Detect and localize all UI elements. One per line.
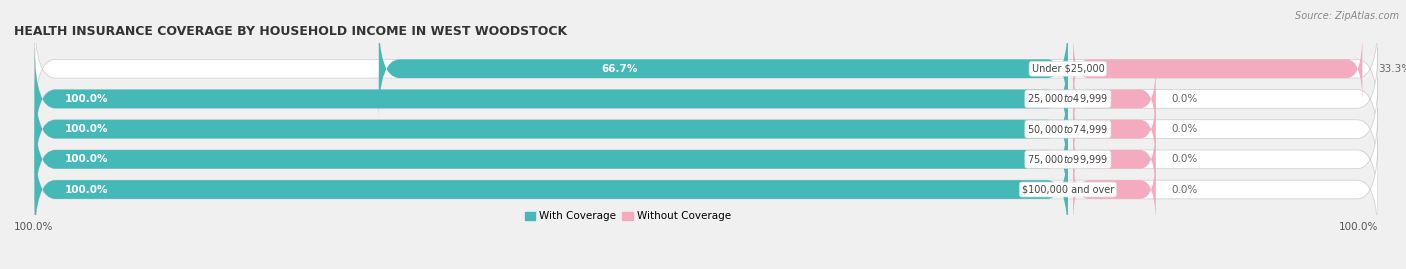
Text: 100.0%: 100.0% (65, 154, 108, 164)
Text: $50,000 to $74,999: $50,000 to $74,999 (1028, 123, 1108, 136)
Text: 0.0%: 0.0% (1171, 154, 1198, 164)
Text: 100.0%: 100.0% (65, 94, 108, 104)
Text: 66.7%: 66.7% (602, 64, 638, 74)
FancyBboxPatch shape (35, 48, 1378, 150)
FancyBboxPatch shape (35, 48, 1069, 150)
Text: $75,000 to $99,999: $75,000 to $99,999 (1028, 153, 1108, 166)
FancyBboxPatch shape (35, 78, 1069, 180)
FancyBboxPatch shape (35, 108, 1378, 210)
FancyBboxPatch shape (35, 139, 1069, 240)
FancyBboxPatch shape (1073, 93, 1156, 165)
Text: 33.3%: 33.3% (1378, 64, 1406, 74)
FancyBboxPatch shape (35, 139, 1378, 240)
FancyBboxPatch shape (35, 108, 1069, 210)
Text: 0.0%: 0.0% (1171, 94, 1198, 104)
Text: 100.0%: 100.0% (14, 222, 53, 232)
FancyBboxPatch shape (1073, 63, 1156, 135)
FancyBboxPatch shape (35, 18, 1378, 120)
FancyBboxPatch shape (1073, 154, 1156, 225)
Text: 100.0%: 100.0% (1339, 222, 1378, 232)
Text: $25,000 to $49,999: $25,000 to $49,999 (1028, 93, 1108, 105)
FancyBboxPatch shape (35, 78, 1378, 180)
Text: 0.0%: 0.0% (1171, 124, 1198, 134)
FancyBboxPatch shape (1073, 123, 1156, 195)
FancyBboxPatch shape (378, 18, 1069, 120)
FancyBboxPatch shape (1073, 33, 1362, 105)
Text: Source: ZipAtlas.com: Source: ZipAtlas.com (1295, 11, 1399, 21)
Text: 100.0%: 100.0% (65, 185, 108, 194)
Text: HEALTH INSURANCE COVERAGE BY HOUSEHOLD INCOME IN WEST WOODSTOCK: HEALTH INSURANCE COVERAGE BY HOUSEHOLD I… (14, 25, 567, 38)
Text: Under $25,000: Under $25,000 (1032, 64, 1104, 74)
Text: $100,000 and over: $100,000 and over (1022, 185, 1114, 194)
Text: 0.0%: 0.0% (1171, 185, 1198, 194)
Text: 100.0%: 100.0% (65, 124, 108, 134)
Legend: With Coverage, Without Coverage: With Coverage, Without Coverage (520, 207, 735, 225)
